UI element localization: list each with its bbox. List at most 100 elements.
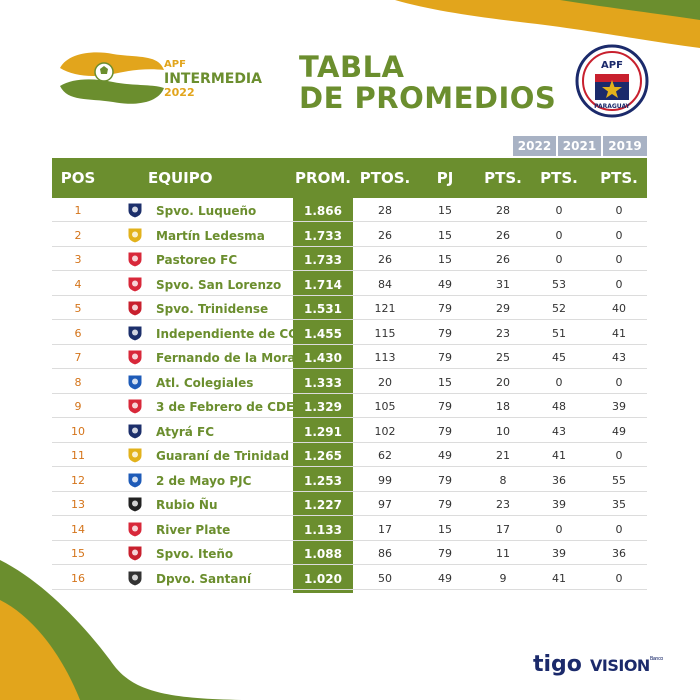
pts-2021-cell: 0 [555, 253, 563, 266]
table-row: 7 Fernando de la Mora 1.430 113 79 25 45 43 [52, 345, 647, 369]
pts-2022-cell: 8 [499, 473, 507, 487]
header-pos: POS [60, 169, 96, 187]
pts-2022-cell: 17 [496, 522, 510, 536]
team-crest-icon [126, 566, 144, 590]
pj-cell: 15 [438, 522, 452, 536]
team-crest-icon [126, 247, 144, 271]
team-crest-icon [126, 517, 144, 541]
pj-cell: 79 [438, 547, 452, 560]
pts-2019-cell: 39 [612, 400, 626, 413]
logo-apf: APF [164, 59, 186, 70]
team-crest-icon [126, 272, 144, 296]
table-row: 12 2 de Mayo PJC 1.253 99 79 8 36 55 [52, 468, 647, 492]
pts-2021-cell: 0 [555, 204, 563, 217]
year-2019: 2019 [603, 136, 647, 156]
position-cell: 5 [74, 302, 82, 315]
team-crest-icon [126, 492, 144, 516]
pts-2022-cell: 21 [496, 449, 510, 462]
team-name-cell: 3 de Febrero de CDE [156, 400, 295, 414]
team-name-cell: 2 de Mayo PJC [156, 473, 252, 488]
pts-2019-cell: 49 [612, 424, 626, 438]
pts-2019-cell: 0 [615, 228, 623, 242]
pts-2022-cell: 20 [496, 375, 510, 389]
table-row: 3 Pastoreo FC 1.733 26 15 26 0 0 [52, 247, 647, 271]
pts-2021-cell: 39 [552, 547, 566, 560]
pts-2019-cell: 0 [615, 449, 623, 462]
prom-cell: 1.020 [304, 571, 342, 586]
pts-2022-cell: 23 [496, 326, 510, 340]
prom-cell: 1.291 [304, 424, 342, 439]
team-crest-icon [126, 419, 144, 443]
pts-2019-cell: 0 [615, 277, 623, 291]
ptos-cell: 113 [374, 351, 396, 364]
pts-2022-cell: 26 [496, 253, 510, 266]
prom-cell: 1.733 [304, 253, 342, 267]
prom-cell: 1.455 [304, 326, 342, 341]
logo-year: 2022 [164, 86, 195, 99]
pts-2019-cell: 0 [615, 253, 623, 266]
team-name-cell: Atyrá FC [156, 424, 215, 439]
team-name-cell: Spvo. San Lorenzo [156, 277, 282, 292]
ptos-cell: 99 [378, 473, 392, 487]
header-pts-2021: PTS. [540, 169, 578, 187]
header-pts-2022: PTS. [484, 169, 522, 187]
pts-2019-cell: 43 [612, 351, 626, 364]
vision-logo-sub: Banco [649, 656, 663, 662]
pts-2021-cell: 45 [552, 351, 566, 364]
team-crest-icon [126, 345, 144, 369]
team-name-cell: River Plate [156, 522, 231, 537]
team-crest-icon [126, 370, 144, 394]
table-row: 4 Spvo. San Lorenzo 1.714 84 49 31 53 0 [52, 272, 647, 296]
position-cell: 16 [71, 571, 85, 585]
prom-column-background [293, 198, 353, 593]
pts-2019-cell: 0 [615, 522, 623, 536]
table-row: 13 Rubio Ñu 1.227 97 79 23 39 35 [52, 492, 647, 516]
prom-cell: 1.088 [304, 547, 342, 561]
ptos-cell: 50 [378, 571, 392, 585]
ptos-cell: 86 [378, 547, 392, 560]
table-row: 14 River Plate 1.133 17 15 17 0 0 [52, 517, 647, 541]
team-name-cell: Pastoreo FC [156, 253, 238, 267]
pj-cell: 79 [438, 400, 452, 413]
ptos-cell: 26 [378, 253, 392, 266]
position-cell: 3 [74, 253, 82, 266]
pts-2021-cell: 43 [552, 424, 566, 438]
bottom-green-wave [0, 560, 260, 700]
prom-cell: 1.531 [304, 302, 342, 316]
pts-2022-cell: 10 [496, 424, 510, 438]
pts-2022-cell: 26 [496, 228, 510, 242]
position-cell: 9 [74, 400, 82, 413]
prom-cell: 1.227 [304, 498, 342, 512]
table-row: 15 Spvo. Iteño 1.088 86 79 11 39 36 [52, 541, 647, 565]
pts-2021-cell: 0 [555, 522, 563, 536]
table-row: 11 Guaraní de Trinidad 1.265 62 49 21 41 0 [52, 443, 647, 467]
team-name-cell: Rubio Ñu [156, 498, 218, 512]
team-crest-icon [126, 321, 144, 345]
bottom-orange-wave [0, 600, 80, 700]
tigo-logo: tigo [533, 652, 582, 677]
pts-2019-cell: 40 [612, 302, 626, 315]
table-row: 9 3 de Febrero de CDE 1.329 105 79 18 48 39 [52, 394, 647, 418]
prom-cell: 1.866 [304, 204, 342, 218]
pts-2019-cell: 55 [612, 473, 626, 487]
pts-2022-cell: 23 [496, 498, 510, 511]
pts-2019-cell: 36 [612, 547, 626, 560]
pts-2022-cell: 11 [496, 547, 510, 560]
table-row: 6 Independiente de CG 1.455 115 79 23 51 41 [52, 321, 647, 345]
prom-cell: 1.714 [304, 277, 342, 292]
team-name-cell: Martín Ledesma [156, 228, 265, 243]
table-row: 16 Dpvo. Santaní 1.020 50 49 9 41 0 [52, 566, 647, 590]
pj-cell: 15 [438, 375, 452, 389]
header-pts-2019: PTS. [600, 169, 638, 187]
pj-cell: 79 [438, 498, 452, 511]
pts-2019-cell: 41 [612, 326, 626, 340]
ptos-cell: 62 [378, 449, 392, 462]
pts-2019-cell: 0 [615, 375, 623, 389]
team-name-cell: Spvo. Trinidense [156, 302, 269, 316]
pj-cell: 79 [438, 326, 452, 340]
team-name-cell: Dpvo. Santaní [156, 571, 252, 586]
year-2021: 2021 [558, 136, 601, 156]
pj-cell: 79 [438, 302, 452, 315]
team-crest-icon [126, 394, 144, 418]
pj-cell: 49 [438, 571, 452, 585]
